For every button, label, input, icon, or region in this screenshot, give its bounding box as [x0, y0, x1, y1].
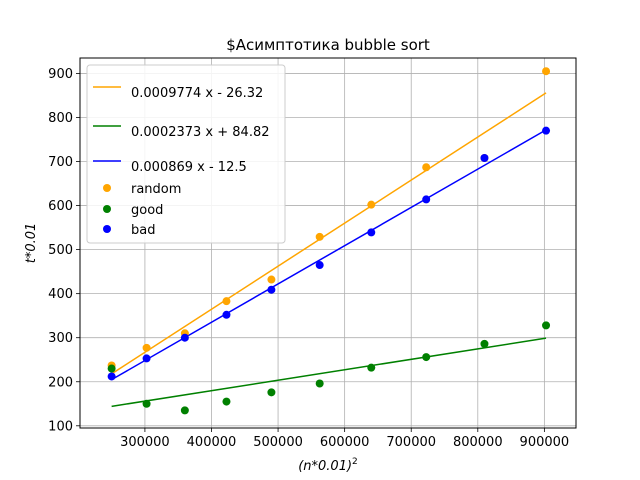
y-axis-label: t*0.01	[24, 223, 39, 264]
legend: 0.0009774 x - 26.32 0.0002373 x + 84.82 0.…	[86, 64, 286, 244]
legend-marker-good	[103, 205, 111, 213]
fit-line-good	[111, 337, 547, 408]
legend-label-bad: bad	[131, 223, 155, 238]
point-bad	[315, 261, 324, 270]
point-good	[480, 339, 489, 348]
point-bad	[107, 372, 116, 381]
point-random	[142, 343, 151, 352]
point-bad	[180, 333, 189, 342]
point-bad	[422, 195, 431, 204]
point-random	[267, 275, 276, 284]
x-tick-label: 600000	[320, 435, 370, 450]
y-tick-label: 400	[48, 287, 73, 302]
point-random	[367, 200, 376, 209]
y-tick-label: 100	[48, 419, 73, 434]
axis-ticks: 300000 400000 500000 600000 700000 800000 9000…	[48, 67, 569, 450]
chart-title: $Асимптотика bubble sort	[226, 36, 430, 54]
legend-fit-label-bad: 0.000869 x - 12.5	[131, 160, 247, 175]
point-good	[367, 363, 376, 372]
point-random	[222, 297, 231, 306]
point-random	[542, 67, 551, 76]
point-bad	[222, 310, 231, 319]
legend-marker-random	[103, 184, 111, 192]
y-tick-label: 200	[48, 375, 73, 390]
legend-marker-bad	[103, 225, 111, 233]
point-good	[315, 379, 324, 388]
point-good	[142, 399, 151, 408]
y-tick-label: 900	[48, 67, 73, 82]
point-bad	[367, 228, 376, 237]
y-tick-label: 500	[48, 243, 73, 258]
x-tick-label: 500000	[253, 435, 303, 450]
point-good	[542, 321, 551, 330]
point-good	[222, 397, 231, 406]
point-bad	[267, 285, 276, 294]
point-good	[267, 388, 276, 397]
point-bad	[142, 354, 151, 363]
x-axis-label-base: (n*0.01)	[298, 459, 352, 474]
y-tick-label: 600	[48, 199, 73, 214]
point-good	[422, 353, 431, 362]
point-good	[180, 406, 189, 415]
x-tick-label: 900000	[520, 435, 570, 450]
grid	[80, 58, 576, 428]
x-tick-label: 400000	[187, 435, 237, 450]
x-tick-label: 300000	[120, 435, 170, 450]
point-good	[107, 364, 116, 373]
legend-fit-label-random: 0.0009774 x - 26.32	[131, 86, 263, 101]
x-tick-label: 700000	[386, 435, 436, 450]
x-axis-label-superscript: 2	[352, 457, 358, 467]
fit-line-random	[111, 92, 547, 375]
legend-label-good: good	[131, 203, 163, 218]
legend-label-random: random	[131, 182, 181, 197]
point-random	[422, 163, 431, 172]
y-tick-label: 700	[48, 155, 73, 170]
legend-box	[86, 64, 286, 244]
y-tick-label: 300	[48, 331, 73, 346]
point-bad	[542, 126, 551, 135]
x-tick-label: 800000	[453, 435, 503, 450]
point-random	[315, 232, 324, 241]
y-tick-label: 800	[48, 111, 73, 126]
data-points	[107, 67, 551, 415]
point-bad	[480, 153, 489, 162]
legend-fit-label-good: 0.0002373 x + 84.82	[131, 125, 270, 140]
plot-frame	[79, 57, 577, 429]
x-axis-label: (n*0.01)2	[298, 457, 358, 474]
